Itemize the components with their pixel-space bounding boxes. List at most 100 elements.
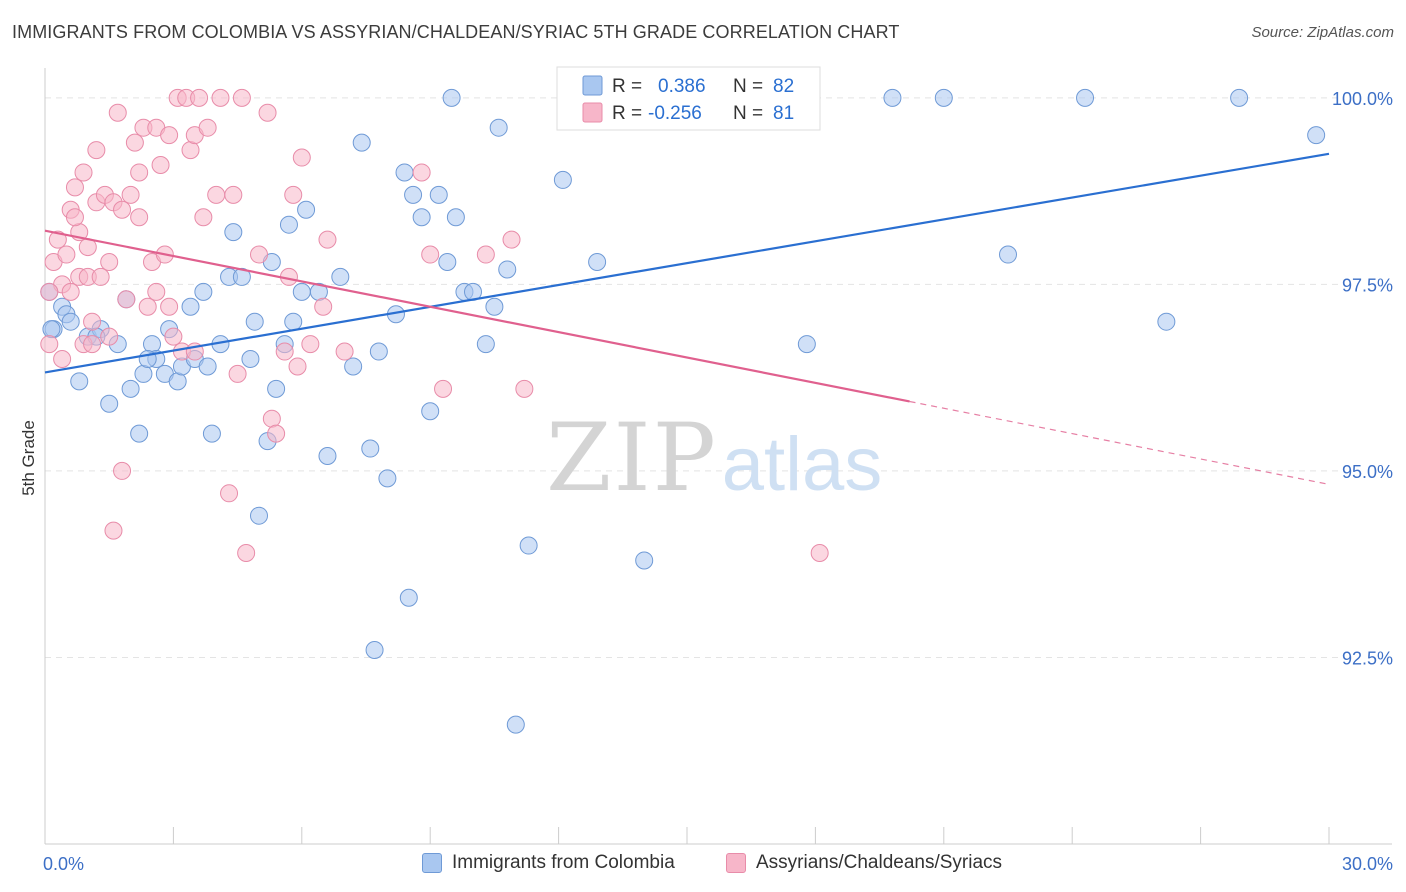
points-layer	[40, 88, 1326, 734]
blue-data-point	[421, 402, 440, 421]
legend-n-value: 81	[773, 103, 794, 124]
pink-data-point	[181, 141, 200, 160]
pink-data-point	[40, 335, 59, 354]
blue-data-point	[318, 447, 337, 465]
pink-data-point	[267, 424, 286, 443]
blue-data-point	[412, 208, 431, 227]
blue-data-point	[1307, 126, 1326, 145]
pink-data-point	[421, 245, 440, 264]
trend-layer	[44, 152, 1330, 485]
blue-data-point	[250, 506, 268, 525]
blue-data-point	[194, 282, 213, 301]
blue-data-point	[999, 245, 1017, 264]
y-axis-label: 5th Grade	[19, 420, 38, 496]
pink-data-point	[113, 461, 132, 480]
blue-data-point	[232, 267, 251, 286]
pink-data-point	[138, 297, 157, 316]
pink-data-point	[237, 544, 256, 562]
pink-trend-line-extension	[909, 400, 1330, 485]
pink-data-point	[40, 282, 59, 301]
blue-data-point	[429, 185, 448, 204]
blue-data-point	[399, 588, 418, 607]
blue-data-point	[241, 350, 260, 368]
blue-data-point	[489, 118, 508, 137]
pink-data-point	[74, 163, 93, 182]
y-tick-label: 95.0%	[1342, 462, 1393, 482]
blue-data-point	[1076, 88, 1095, 107]
blue-data-point	[1230, 88, 1249, 107]
pink-data-point	[502, 230, 521, 249]
blue-data-point	[284, 312, 303, 331]
blue-data-point	[297, 200, 316, 219]
blue-data-point	[883, 88, 902, 107]
pink-data-point	[108, 103, 127, 122]
pink-data-point	[810, 544, 829, 562]
watermark-atlas: atlas	[722, 422, 883, 507]
pink-data-point	[434, 379, 453, 398]
blue-data-point	[134, 364, 153, 383]
pink-data-point	[211, 88, 230, 107]
pink-data-point	[100, 253, 119, 271]
blue-data-point	[267, 379, 286, 398]
blue-data-point	[476, 335, 495, 354]
legend-swatch-pink	[726, 853, 746, 873]
pink-data-point	[125, 133, 144, 152]
pink-data-point	[515, 379, 534, 398]
pink-data-point	[292, 148, 311, 167]
blue-data-point	[198, 357, 217, 376]
pink-data-point	[65, 178, 84, 197]
y-tick-label: 92.5%	[1342, 648, 1393, 668]
blue-data-point	[519, 536, 538, 555]
pink-data-point	[160, 297, 179, 316]
pink-data-point	[91, 267, 110, 286]
x-tick-label: 30.0%	[1342, 854, 1393, 874]
blue-data-point	[224, 223, 243, 242]
pink-data-point	[288, 357, 307, 376]
blue-data-point	[485, 297, 504, 316]
blue-data-point	[369, 342, 388, 361]
watermark: ZIP atlas	[546, 404, 882, 513]
pink-data-point	[301, 335, 320, 354]
pink-data-point	[314, 297, 333, 316]
grid-layer	[45, 97, 1339, 658]
legend-label: Assyrians/Chaldeans/Syriacs	[756, 852, 1003, 873]
blue-data-point	[365, 641, 384, 659]
y-tick-label: 100.0%	[1332, 89, 1393, 109]
pink-data-point	[228, 364, 247, 383]
blue-data-point	[553, 170, 572, 189]
tick-label-layer: 100.0% 97.5% 95.0% 92.5% 0.0% 30.0%	[43, 89, 1393, 874]
pink-data-point	[61, 282, 80, 301]
pink-data-point	[48, 230, 67, 249]
blue-data-point	[635, 551, 654, 570]
blue-data-point	[331, 267, 350, 286]
legend-r-value: 0.386	[658, 76, 706, 97]
blue-data-point	[121, 379, 140, 398]
pink-data-point	[207, 185, 226, 204]
blue-data-point	[506, 715, 525, 734]
bottom-legend: Immigrants from Colombia Assyrians/Chald…	[0, 852, 1406, 878]
blue-data-point	[279, 215, 298, 234]
blue-data-point	[245, 312, 264, 331]
blue-data-point	[395, 163, 414, 182]
pink-data-point	[412, 163, 431, 182]
pink-data-point	[160, 126, 179, 145]
chart-title: IMMIGRANTS FROM COLOMBIA VS ASSYRIAN/CHA…	[12, 22, 900, 42]
pink-data-point	[220, 484, 239, 503]
watermark-zip: ZIP	[546, 404, 718, 513]
pink-data-point	[147, 282, 166, 301]
pink-data-point	[232, 88, 251, 107]
blue-data-point	[446, 208, 465, 227]
pink-data-point	[87, 141, 106, 160]
legend-n-label: N =	[733, 103, 763, 124]
blue-data-point	[352, 133, 371, 152]
pink-data-point	[318, 230, 337, 249]
blue-data-point	[143, 335, 161, 354]
pink-data-point	[130, 163, 149, 182]
axis-layer	[44, 68, 1392, 845]
pink-data-point	[65, 208, 84, 227]
pink-data-point	[151, 156, 170, 174]
pink-data-point	[164, 327, 183, 346]
blue-data-point	[378, 469, 397, 488]
blue-trend-line	[44, 152, 1330, 374]
legend-item-assyrian: Assyrians/Chaldeans/Syriacs	[726, 852, 1002, 874]
